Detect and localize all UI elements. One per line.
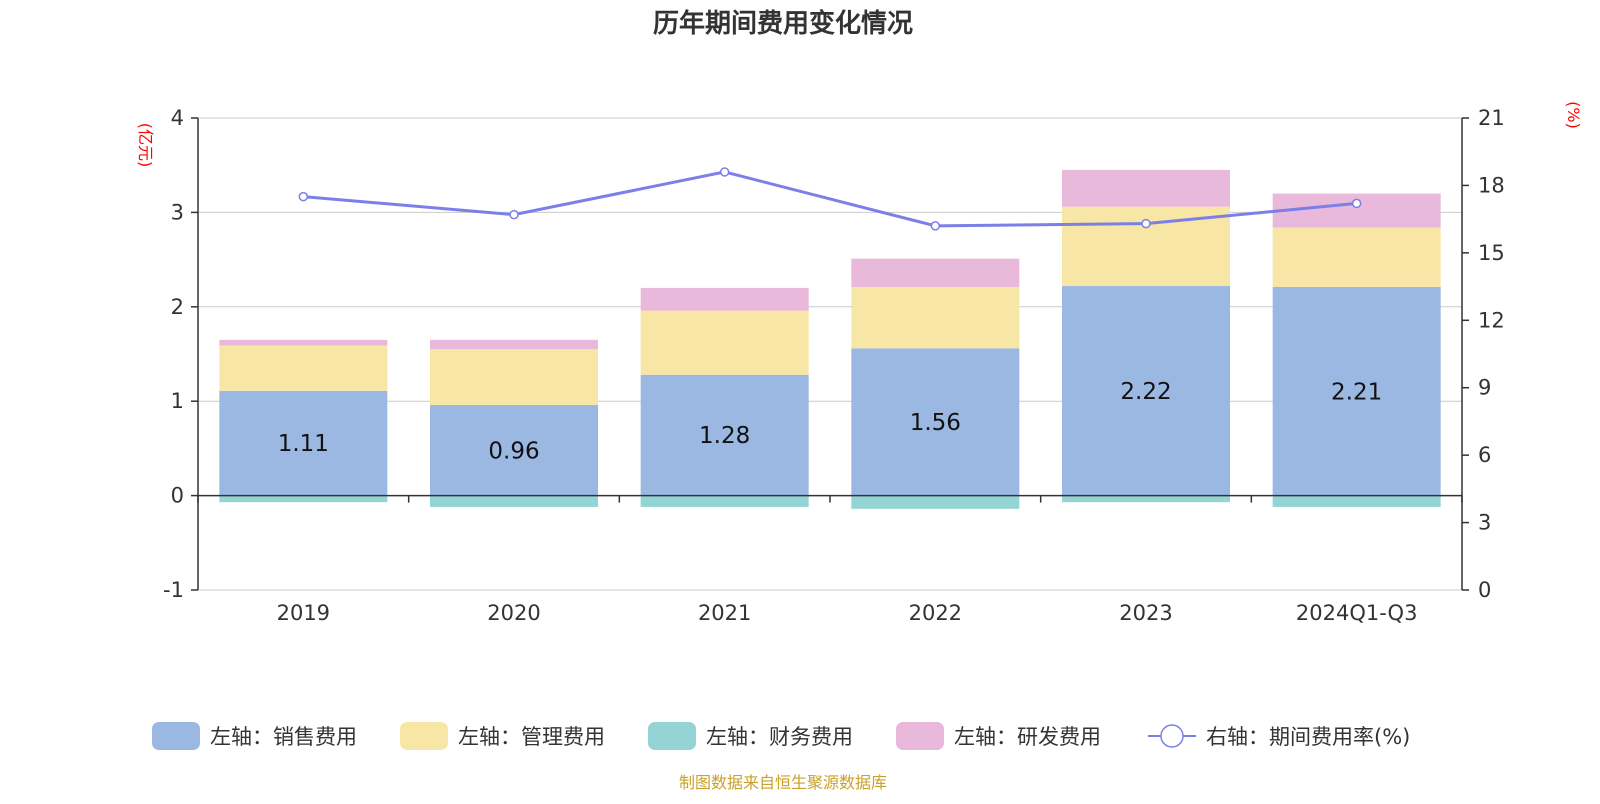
bar-segment (1062, 169, 1230, 207)
source-note: 制图数据来自恒生聚源数据库 (679, 773, 887, 792)
bar-segment (1272, 495, 1441, 507)
bar-segment (430, 495, 598, 507)
bar-segment (640, 374, 809, 496)
bar-segment (851, 258, 1020, 287)
left-tick-label: 1 (171, 389, 184, 413)
bar-segment (1272, 227, 1441, 287)
legend-label: 左轴：财务费用 (706, 725, 853, 749)
gridlines (198, 117, 1462, 591)
bar-segment (851, 286, 1020, 349)
right-tick-label: 3 (1478, 511, 1491, 535)
left-tick-label: 3 (171, 200, 184, 224)
rate-point (509, 209, 519, 220)
left-tick-label: 4 (171, 106, 184, 130)
bar-segment (219, 495, 388, 503)
bar-segment (219, 390, 388, 496)
legend-label: 左轴：研发费用 (954, 725, 1101, 749)
rate-point (930, 221, 941, 231)
right-tick-label: 6 (1478, 443, 1491, 467)
bar-segment (851, 348, 1020, 496)
right-tick-label: 18 (1478, 173, 1505, 197)
bar-segment (1272, 286, 1441, 496)
rate-point (1351, 198, 1362, 209)
right-axis-unit: (%) (1564, 101, 1583, 129)
label-layer: 1.11 0.96 1.28 1.56 2.22 2.21 (278, 379, 1383, 464)
legend: 左轴：销售费用 左轴：管理费用 左轴：财务费用 左轴：研发费用 右轴：期间费用率(%) (152, 722, 1410, 750)
bar-segment (640, 310, 809, 375)
category-label: 2023 (1119, 601, 1172, 625)
rate-point (719, 167, 730, 177)
legend-label: 右轴：期间费用率(%) (1206, 725, 1410, 749)
legend-marker-swatch (1160, 724, 1184, 748)
bar-segment (430, 404, 598, 496)
legend-swatch (400, 722, 448, 750)
legend-swatch (648, 722, 696, 750)
right-tick-label: 12 (1478, 308, 1505, 332)
data-label: 1.56 (910, 410, 961, 436)
left-tick-label: 0 (171, 484, 184, 508)
right-tick-label: 0 (1478, 578, 1491, 602)
bar-segment (851, 495, 1020, 509)
category-label: 2022 (909, 601, 962, 625)
rate-point (1141, 218, 1151, 229)
data-label: 1.11 (278, 431, 329, 457)
bar-segment (219, 339, 388, 346)
chart-title: 历年期间费用变化情况 (653, 8, 913, 39)
legend-label: 左轴：管理费用 (458, 725, 605, 749)
legend-label: 左轴：销售费用 (210, 725, 357, 749)
bar-segment (640, 287, 809, 311)
right-tick-label: 9 (1478, 376, 1491, 400)
legend-swatch (152, 722, 200, 750)
left-axis-unit: (亿元) (136, 123, 155, 168)
category-label: 2020 (487, 601, 540, 625)
category-label: 2021 (698, 601, 751, 625)
left-tick-label: -1 (163, 578, 184, 602)
bar-segment (640, 495, 809, 507)
data-label: 1.28 (699, 423, 750, 449)
bar-segment (430, 349, 598, 405)
right-tick-label: 21 (1478, 106, 1505, 130)
rate-point (298, 191, 309, 202)
left-tick-label: 2 (171, 295, 184, 319)
bar-segment (219, 345, 388, 391)
bar-segment (1062, 495, 1230, 503)
legend-swatch (896, 722, 944, 750)
bar-segment (1062, 286, 1230, 496)
bar-layer (219, 169, 1441, 509)
category-label: 2024Q1-Q3 (1296, 601, 1418, 625)
data-label: 2.22 (1120, 379, 1171, 405)
rate-line (303, 170, 1357, 228)
data-label: 0.96 (488, 438, 539, 464)
category-label: 2019 (277, 601, 330, 625)
bar-segment (430, 339, 598, 350)
right-tick-label: 15 (1478, 241, 1505, 265)
data-label: 2.21 (1331, 379, 1382, 405)
line-layer (298, 167, 1362, 231)
